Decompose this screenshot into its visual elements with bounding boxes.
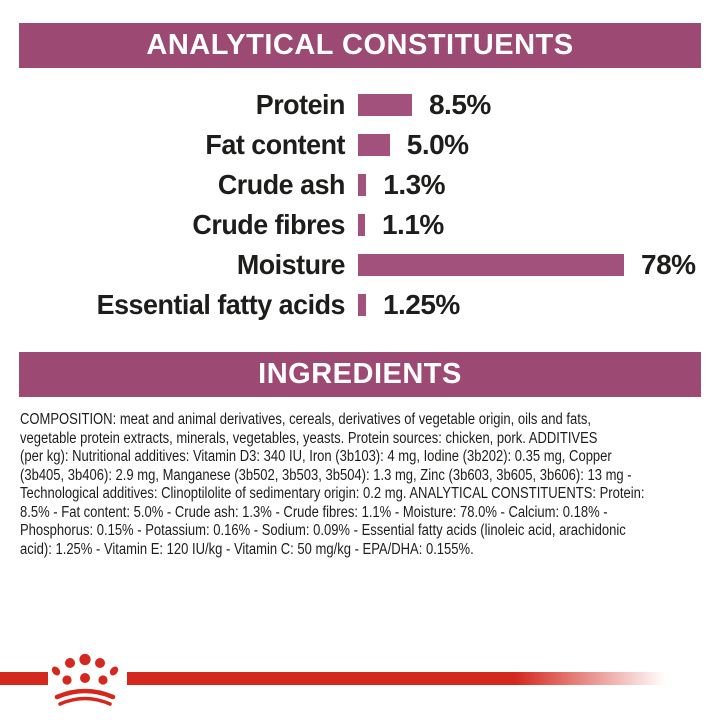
chart-value-label: 5.0% <box>406 129 469 160</box>
chart-bar <box>358 254 624 276</box>
chart-category-label: Crude fibres <box>192 209 345 240</box>
composition-text: COMPOSITION: meat and animal derivatives… <box>20 411 645 558</box>
chart-row: Protein 8.5% <box>0 85 720 125</box>
chart-bar <box>358 294 366 316</box>
chart-value-label: 1.1% <box>381 209 444 240</box>
chart-category-label: Fat content <box>205 129 345 160</box>
ingredients-title: INGREDIENTS <box>258 358 462 390</box>
chart-value-label: 1.3% <box>383 169 446 200</box>
chart-category-label: Protein <box>255 89 346 120</box>
chart-row: Crude ash 1.3% <box>0 165 720 205</box>
chart-row: Moisture 78% <box>0 245 720 285</box>
constituents-chart: Protein 8.5% Fat content 5.0% Crude ash 1.3% C… <box>0 85 720 325</box>
ingredients-banner: INGREDIENTS <box>19 352 701 397</box>
analytical-constituents-title: ANALYTICAL CONSTITUENTS <box>146 29 574 61</box>
chart-bar <box>358 134 390 156</box>
chart-category-label: Essential fatty acids <box>96 289 346 320</box>
chart-category-label: Moisture <box>236 249 346 280</box>
chart-bar <box>358 174 367 196</box>
chart-value-label: 8.5% <box>428 89 491 120</box>
chart-row: Essential fatty acids 1.25% <box>0 285 720 325</box>
chart-category-label: Crude ash <box>217 169 346 200</box>
chart-bar <box>358 94 412 116</box>
chart-value-label: 1.25% <box>382 289 460 320</box>
chart-row: Fat content 5.0% <box>0 125 720 165</box>
royal-canin-crown-paw-icon <box>51 653 119 706</box>
analytical-constituents-banner: ANALYTICAL CONSTITUENTS <box>19 23 701 68</box>
brand-stripe-right <box>127 672 666 685</box>
brand-stripe-left <box>0 672 48 685</box>
chart-row: Crude fibres 1.1% <box>0 205 720 245</box>
chart-bar <box>358 214 365 236</box>
chart-value-label: 78% <box>641 249 696 280</box>
